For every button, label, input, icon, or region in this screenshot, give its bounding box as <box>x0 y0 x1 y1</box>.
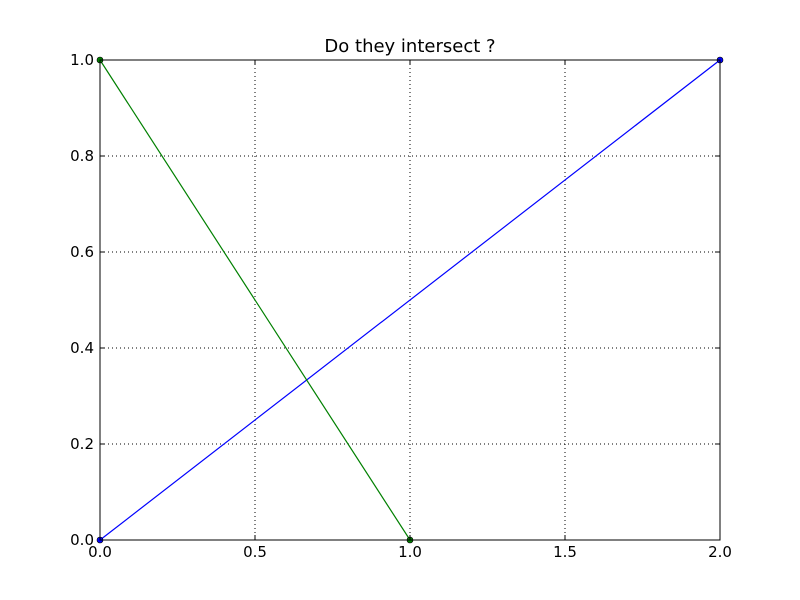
series-line <box>99 59 721 541</box>
x-tick-label: 1.0 <box>398 543 422 561</box>
x-tick-label: 0.5 <box>243 543 267 561</box>
x-tick-label: 2.0 <box>708 543 732 561</box>
x-tick-label: 0.0 <box>88 543 112 561</box>
series-layer <box>96 56 724 544</box>
chart-title: Do they intersect ? <box>324 36 495 57</box>
y-tick-label: 0.0 <box>70 531 94 549</box>
series-line <box>99 59 411 541</box>
y-tick-label: 0.8 <box>70 147 94 165</box>
axis-ticks: 0.0 0.5 1.0 1.5 2.0 0.0 0.2 0.4 0.6 0.8 1.0 <box>70 51 732 561</box>
y-tick-label: 0.2 <box>70 435 94 453</box>
y-tick-label: 0.6 <box>70 243 94 261</box>
y-tick-label: 1.0 <box>70 51 94 69</box>
x-tick-label: 1.5 <box>553 543 577 561</box>
y-tick-label: 0.4 <box>70 339 94 357</box>
